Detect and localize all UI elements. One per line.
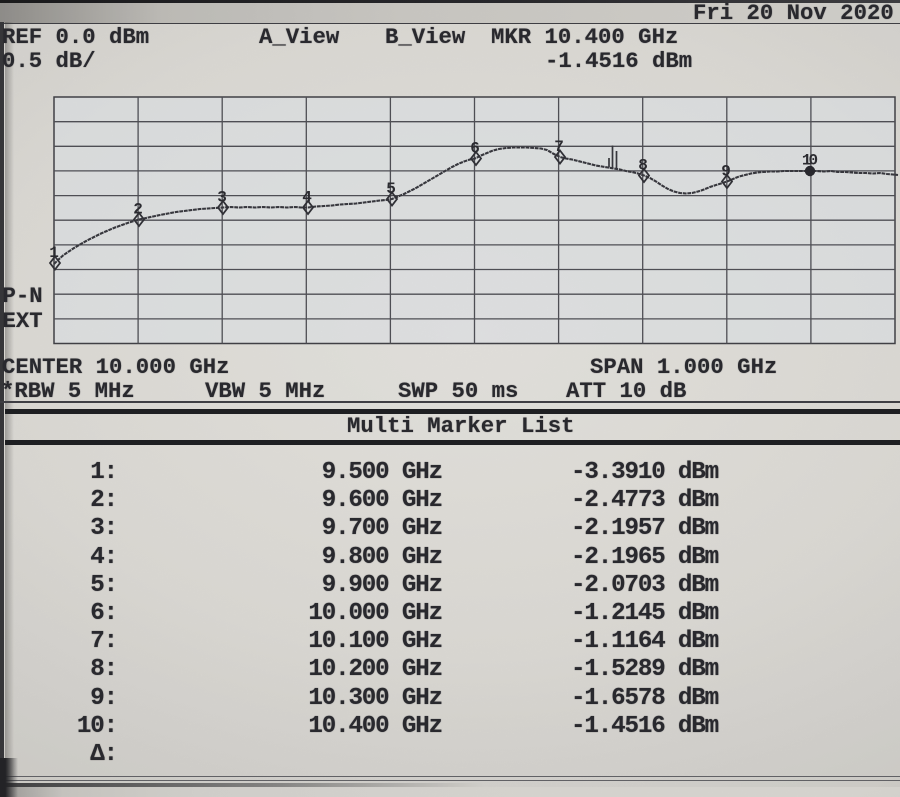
svg-text:4: 4 bbox=[302, 189, 312, 207]
svg-text:2: 2 bbox=[133, 201, 143, 219]
svg-text:1: 1 bbox=[49, 244, 59, 262]
svg-text:7: 7 bbox=[554, 138, 564, 156]
svg-text:3: 3 bbox=[217, 189, 227, 207]
svg-text:9: 9 bbox=[721, 163, 731, 181]
svg-text:10: 10 bbox=[802, 152, 818, 170]
svg-text:5: 5 bbox=[386, 180, 396, 198]
svg-text:6: 6 bbox=[470, 140, 480, 158]
svg-text:8: 8 bbox=[638, 157, 648, 175]
